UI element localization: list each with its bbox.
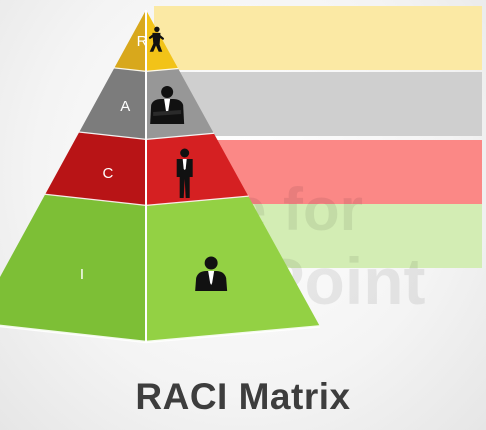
level-letter: A (120, 98, 130, 115)
bar-r (154, 6, 482, 70)
businessman-portrait-icon (195, 256, 228, 291)
businessman-arms-crossed-icon (150, 86, 185, 124)
person-running-icon (148, 26, 165, 52)
level-letter: I (80, 266, 84, 283)
pyramid: R A C I (0, 10, 321, 344)
page-title: RACI Matrix (135, 376, 351, 417)
pyramid-face-left (44, 132, 147, 206)
pyramid-level-a: A (78, 68, 215, 142)
pyramid-face-left (114, 10, 146, 72)
pyramid-face-left (0, 194, 146, 342)
pyramid-face-left (78, 68, 146, 140)
businessman-standing-icon (176, 148, 193, 198)
level-letter: R (137, 33, 148, 50)
bar-a (160, 72, 482, 136)
pyramid-face-right (146, 10, 179, 72)
pyramid-level-i: I (0, 194, 321, 344)
level-letter: C (103, 165, 114, 182)
pyramid-face-right (146, 196, 320, 342)
pyramid-face-right (146, 133, 249, 206)
